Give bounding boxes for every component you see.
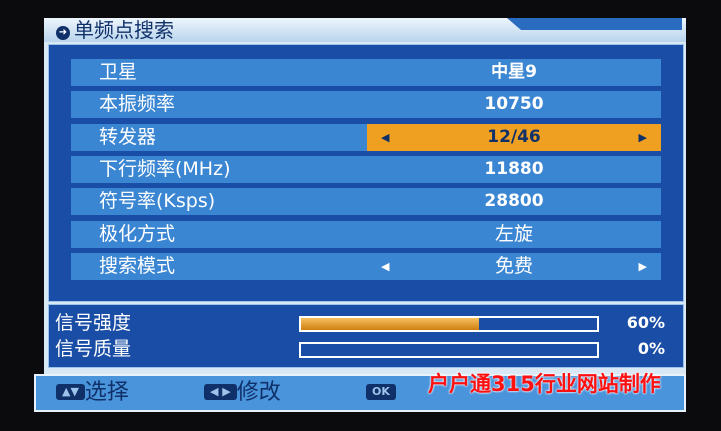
menu-row[interactable]: 搜索模式 ◀ 免费 ▶ [71, 252, 661, 280]
arrow-right-icon[interactable]: ▶ [638, 130, 647, 144]
row-label: 极化方式 [99, 222, 176, 245]
row-label: 符号率(Ksps) [99, 190, 216, 213]
row-value-text: 10750 [484, 94, 544, 115]
title-decoration [507, 18, 682, 30]
row-value-text: 中星9 [491, 62, 537, 82]
row-value[interactable]: ◀ 免费 ▶ [367, 253, 661, 280]
row-value-text: 11880 [484, 158, 544, 179]
menu-row[interactable]: 极化方式 左旋 [71, 220, 661, 248]
row-value-text: 12/46 [487, 126, 541, 147]
arrow-right-icon[interactable]: ▶ [638, 259, 647, 273]
row-label: 转发器 [99, 125, 157, 148]
row-value[interactable]: 左旋 [367, 221, 661, 248]
select-hint: 选择 [84, 380, 129, 405]
signal-strength-value: 60% [626, 313, 665, 332]
settings-panel: 卫星 中星9 本振频率 10750 转发器 ◀ 12/46 ▶ 下行频率(MHz) 118… [48, 44, 684, 302]
arrow-circle-icon: ➜ [56, 26, 70, 40]
signal-quality-bar [299, 342, 599, 358]
row-label: 本振频率 [99, 93, 176, 116]
row-value[interactable]: 10750 [367, 91, 661, 118]
row-value-text: 左旋 [494, 222, 533, 245]
row-label: 卫星 [99, 61, 138, 83]
row-label: 下行频率(MHz) [99, 157, 231, 180]
help-bar: ▲▼ 选择 ◀ ▶ 修改 OK [34, 374, 686, 412]
signal-panel: 信号强度 60% 信号质量 0% [48, 304, 684, 368]
row-value[interactable]: ◀ 12/46 ▶ [367, 123, 661, 151]
signal-strength-bar [299, 316, 599, 332]
signal-strength-label: 信号强度 [55, 312, 132, 334]
signal-strength: 信号强度 60% [55, 309, 675, 337]
title-bar: ➜ 单频点搜索 [44, 18, 686, 42]
menu-screen: ➜ 单频点搜索 卫星 中星9 本振频率 10750 转发器 ◀ 12/46 ▶ 下行频率(M… [34, 18, 686, 412]
signal-quality: 信号质量 0% [55, 335, 675, 363]
modify-hint: 修改 [236, 380, 281, 405]
row-value[interactable]: 11880 [367, 156, 661, 183]
row-value[interactable]: 中星9 [367, 59, 661, 86]
arrow-left-icon[interactable]: ◀ [381, 130, 390, 144]
menu-row[interactable]: 下行频率(MHz) 11880 [71, 155, 661, 183]
row-value-text: 免费 [494, 254, 533, 277]
up-down-key-icon: ▲▼ [56, 384, 85, 400]
left-right-key-icon: ◀ ▶ [204, 384, 237, 400]
menu-row[interactable]: 卫星 中星9 [71, 59, 661, 86]
menu-row[interactable]: 转发器 ◀ 12/46 ▶ [71, 123, 661, 151]
watermark: 户户通315行业网站制作 [428, 372, 661, 396]
menu-row[interactable]: 符号率(Ksps) 28800 [71, 188, 661, 216]
menu-row[interactable]: 本振频率 10750 [71, 91, 661, 119]
row-value[interactable]: 28800 [367, 188, 661, 215]
page-title: 单频点搜索 [74, 18, 174, 42]
row-label: 搜索模式 [99, 254, 176, 277]
ok-key-icon: OK [366, 384, 396, 400]
signal-quality-value: 0% [637, 339, 665, 358]
signal-quality-label: 信号质量 [55, 338, 132, 360]
arrow-left-icon[interactable]: ◀ [381, 259, 390, 273]
signal-strength-fill [301, 318, 479, 330]
row-value-text: 28800 [484, 191, 544, 212]
